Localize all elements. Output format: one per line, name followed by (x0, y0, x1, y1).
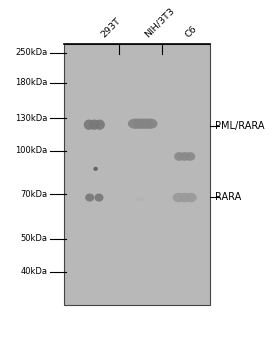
Ellipse shape (89, 120, 100, 130)
Text: 130kDa: 130kDa (15, 113, 47, 122)
Ellipse shape (179, 152, 190, 161)
Ellipse shape (179, 193, 191, 202)
Ellipse shape (185, 152, 195, 161)
Ellipse shape (133, 119, 147, 129)
Text: 50kDa: 50kDa (20, 234, 47, 244)
Text: 180kDa: 180kDa (15, 78, 47, 88)
Text: 100kDa: 100kDa (15, 146, 47, 155)
Text: 70kDa: 70kDa (20, 190, 47, 199)
Bar (64, 44, 210, 305)
Text: C6: C6 (183, 24, 199, 40)
Ellipse shape (84, 120, 94, 130)
Ellipse shape (143, 119, 158, 129)
Text: NIH/3T3: NIH/3T3 (143, 6, 176, 40)
Ellipse shape (138, 119, 153, 129)
Ellipse shape (135, 197, 145, 201)
Ellipse shape (85, 194, 94, 202)
Ellipse shape (174, 152, 185, 161)
Text: 250kDa: 250kDa (15, 48, 47, 57)
Ellipse shape (93, 167, 98, 171)
Text: 293T: 293T (99, 16, 123, 40)
Text: 40kDa: 40kDa (20, 267, 47, 276)
Ellipse shape (94, 194, 103, 202)
Ellipse shape (94, 120, 105, 130)
Ellipse shape (173, 193, 185, 202)
Text: RARA: RARA (215, 191, 242, 202)
Ellipse shape (185, 193, 197, 202)
Ellipse shape (128, 119, 143, 129)
Text: PML/RARA: PML/RARA (215, 121, 265, 131)
